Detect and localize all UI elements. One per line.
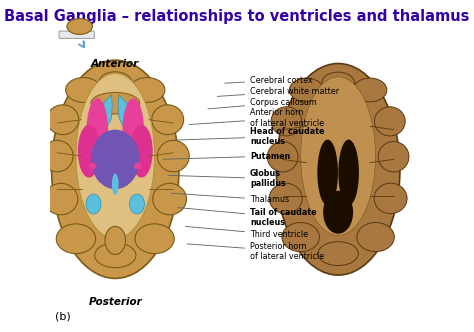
Ellipse shape [134,163,141,169]
Ellipse shape [44,183,78,215]
Ellipse shape [78,125,100,178]
Ellipse shape [99,72,132,95]
Ellipse shape [91,92,140,114]
Text: Corpus callosum: Corpus callosum [208,98,317,109]
Ellipse shape [322,72,355,95]
Ellipse shape [338,139,359,206]
Ellipse shape [318,139,338,206]
Ellipse shape [95,243,136,268]
Ellipse shape [152,105,183,134]
Polygon shape [93,95,112,131]
Ellipse shape [318,242,358,266]
Text: Cerebral white matter: Cerebral white matter [217,87,339,96]
Ellipse shape [105,226,126,254]
Text: Posterior: Posterior [88,296,142,306]
Text: Anterior: Anterior [91,58,139,68]
Text: Tail of caudate
nucleus: Tail of caudate nucleus [178,208,317,227]
Ellipse shape [86,194,101,214]
Ellipse shape [374,107,405,136]
Text: (b): (b) [55,311,71,321]
Ellipse shape [276,63,400,275]
Ellipse shape [271,107,302,136]
Ellipse shape [353,78,387,102]
Ellipse shape [157,140,189,172]
Ellipse shape [122,98,144,164]
Ellipse shape [135,224,174,254]
Text: Third ventricle: Third ventricle [185,226,308,239]
Ellipse shape [267,141,298,172]
Text: Cerebral cortex: Cerebral cortex [225,76,313,85]
Text: Head of caudate
nucleus: Head of caudate nucleus [174,126,325,146]
Ellipse shape [129,78,165,102]
Ellipse shape [56,224,96,254]
Ellipse shape [323,191,353,234]
Ellipse shape [130,125,153,178]
Ellipse shape [47,105,79,134]
FancyBboxPatch shape [59,31,94,39]
Ellipse shape [269,183,302,213]
Text: Basal Ganglia – relationships to ventricles and thalamus: Basal Ganglia – relationships to ventric… [4,9,470,24]
Text: Globus
pallidus: Globus pallidus [168,169,286,188]
Ellipse shape [301,77,375,235]
Ellipse shape [52,60,179,279]
Ellipse shape [91,129,140,189]
Text: Posterior horn
of lateral ventricle: Posterior horn of lateral ventricle [187,242,324,261]
Ellipse shape [76,73,155,239]
Ellipse shape [282,222,319,252]
Ellipse shape [67,19,92,35]
Ellipse shape [357,222,394,252]
Polygon shape [118,95,138,131]
Ellipse shape [89,163,97,169]
Text: Anterior horn
of lateral ventricle: Anterior horn of lateral ventricle [189,108,324,128]
Ellipse shape [65,78,101,102]
Text: Putamen: Putamen [163,152,291,161]
Ellipse shape [374,183,407,213]
Text: Thalamus: Thalamus [172,193,289,204]
Ellipse shape [86,98,108,164]
Ellipse shape [112,173,118,195]
Ellipse shape [129,194,145,214]
Ellipse shape [153,183,186,215]
Ellipse shape [290,78,323,102]
Ellipse shape [41,140,73,172]
Ellipse shape [378,141,409,172]
